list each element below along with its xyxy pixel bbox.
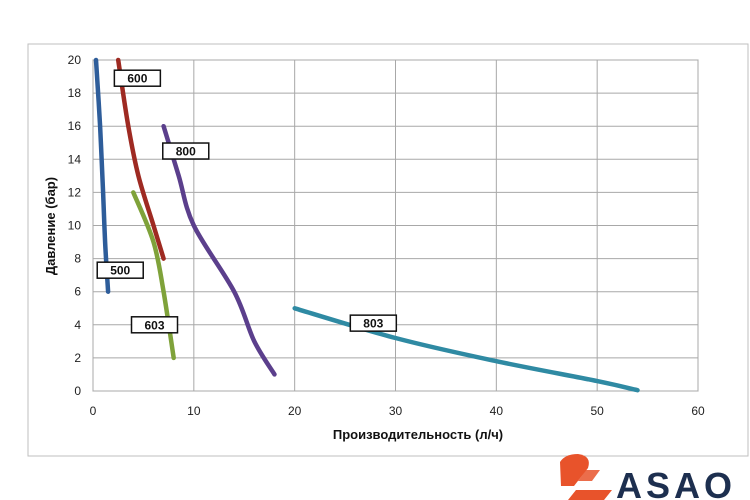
- series-line-800: [161, 123, 277, 377]
- series-label-text: 603: [144, 318, 164, 332]
- series-line-600: [115, 57, 166, 261]
- x-tick-label: 60: [691, 404, 705, 418]
- x-tick-label: 40: [490, 404, 504, 418]
- series-label-text: 800: [176, 145, 196, 159]
- series-line-500: [93, 57, 111, 294]
- y-tick-label: 0: [74, 384, 81, 398]
- series-label-600: 600: [113, 69, 162, 87]
- y-tick-label: 10: [68, 219, 82, 233]
- y-tick-label: 8: [74, 252, 81, 266]
- x-axis-title: Производительность (л/ч): [333, 427, 503, 442]
- x-tick-label: 10: [187, 404, 201, 418]
- chart-frame: [27, 43, 749, 457]
- series-label-800: 800: [162, 142, 210, 160]
- y-tick-label: 12: [68, 185, 82, 199]
- series-labels: 500 600 800 603 803: [96, 69, 398, 334]
- brand-name: ASAO: [616, 465, 736, 500]
- y-tick-label: 4: [74, 318, 81, 332]
- x-tick-label: 0: [90, 404, 97, 418]
- y-tick-label: 18: [68, 86, 82, 100]
- series-label-text: 500: [110, 264, 130, 278]
- brand-mark-icon: [560, 454, 612, 500]
- series-label-603: 603: [130, 316, 179, 334]
- y-tick-label: 2: [74, 351, 81, 365]
- x-tick-label: 20: [288, 404, 302, 418]
- x-tick-label: 50: [590, 404, 604, 418]
- series-label-text: 600: [127, 72, 147, 86]
- y-tick-label: 16: [68, 119, 82, 133]
- series-label-803: 803: [349, 314, 398, 332]
- y-tick-label: 6: [74, 285, 81, 299]
- axes: 0 2 4 6 8 10 12 14 16 18 20 0 10 20 30 40 50 60: [68, 53, 705, 418]
- series-label-500: 500: [96, 261, 144, 279]
- y-tick-label: 14: [68, 152, 82, 166]
- y-axis-title: Давление (бар): [43, 177, 58, 275]
- y-tick-label: 20: [68, 53, 82, 67]
- x-tick-label: 30: [389, 404, 403, 418]
- brand-logo: ASAO: [560, 454, 736, 500]
- series-label-text: 803: [363, 317, 383, 331]
